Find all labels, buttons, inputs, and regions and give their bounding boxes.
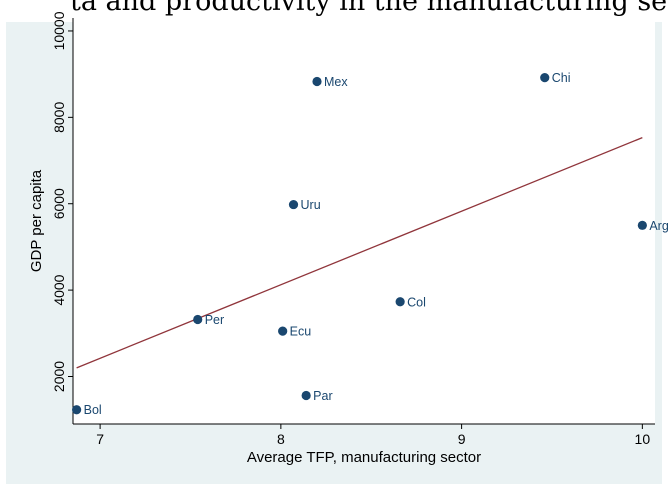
y-tick-label: 4000: [51, 274, 67, 305]
point-label-col: Col: [407, 295, 426, 309]
data-point-per: [193, 314, 203, 325]
x-tick-label: 8: [277, 431, 285, 447]
x-axis-ticks: 7 8 9 10: [96, 424, 650, 447]
data-point-uru: [288, 199, 299, 210]
point-label-chi: Chi: [552, 71, 571, 85]
x-axis-label: Average TFP, manufacturing sector: [247, 449, 481, 466]
header-text: ta and productivity in the manufacturing…: [70, 0, 668, 17]
point-label-mex: Mex: [324, 75, 348, 89]
data-point-par: [301, 390, 311, 401]
x-tick-label: 10: [635, 431, 651, 447]
data-point-arg: [637, 220, 647, 230]
data-points: Bol Per Ecu Uru Par Mex Col Chi Arg: [72, 71, 668, 417]
data-point-mex: [312, 76, 322, 87]
y-tick-label: 6000: [51, 188, 67, 219]
point-label-uru: Uru: [301, 198, 321, 212]
fit-line: [76, 137, 643, 369]
data-point-col: [395, 297, 405, 307]
data-point-ecu: [278, 326, 288, 336]
plot-area: [73, 18, 655, 424]
point-label-bol: Bol: [84, 403, 102, 417]
data-point-bol: [72, 405, 82, 415]
data-point-chi: [540, 73, 550, 83]
point-label-ecu: Ecu: [290, 325, 312, 339]
x-tick-label: 9: [458, 431, 466, 447]
point-label-per: Per: [205, 313, 224, 327]
x-tick-label: 7: [96, 431, 104, 447]
y-axis-label: GDP per capita: [28, 169, 45, 272]
y-tick-label: 8000: [51, 102, 67, 133]
y-axis-ticks: 2000 4000 6000 8000 10000: [51, 11, 73, 392]
y-tick-label: 10000: [51, 11, 67, 50]
y-tick-label: 2000: [51, 361, 67, 392]
point-label-arg: Arg: [649, 219, 668, 233]
point-label-par: Par: [313, 389, 332, 403]
